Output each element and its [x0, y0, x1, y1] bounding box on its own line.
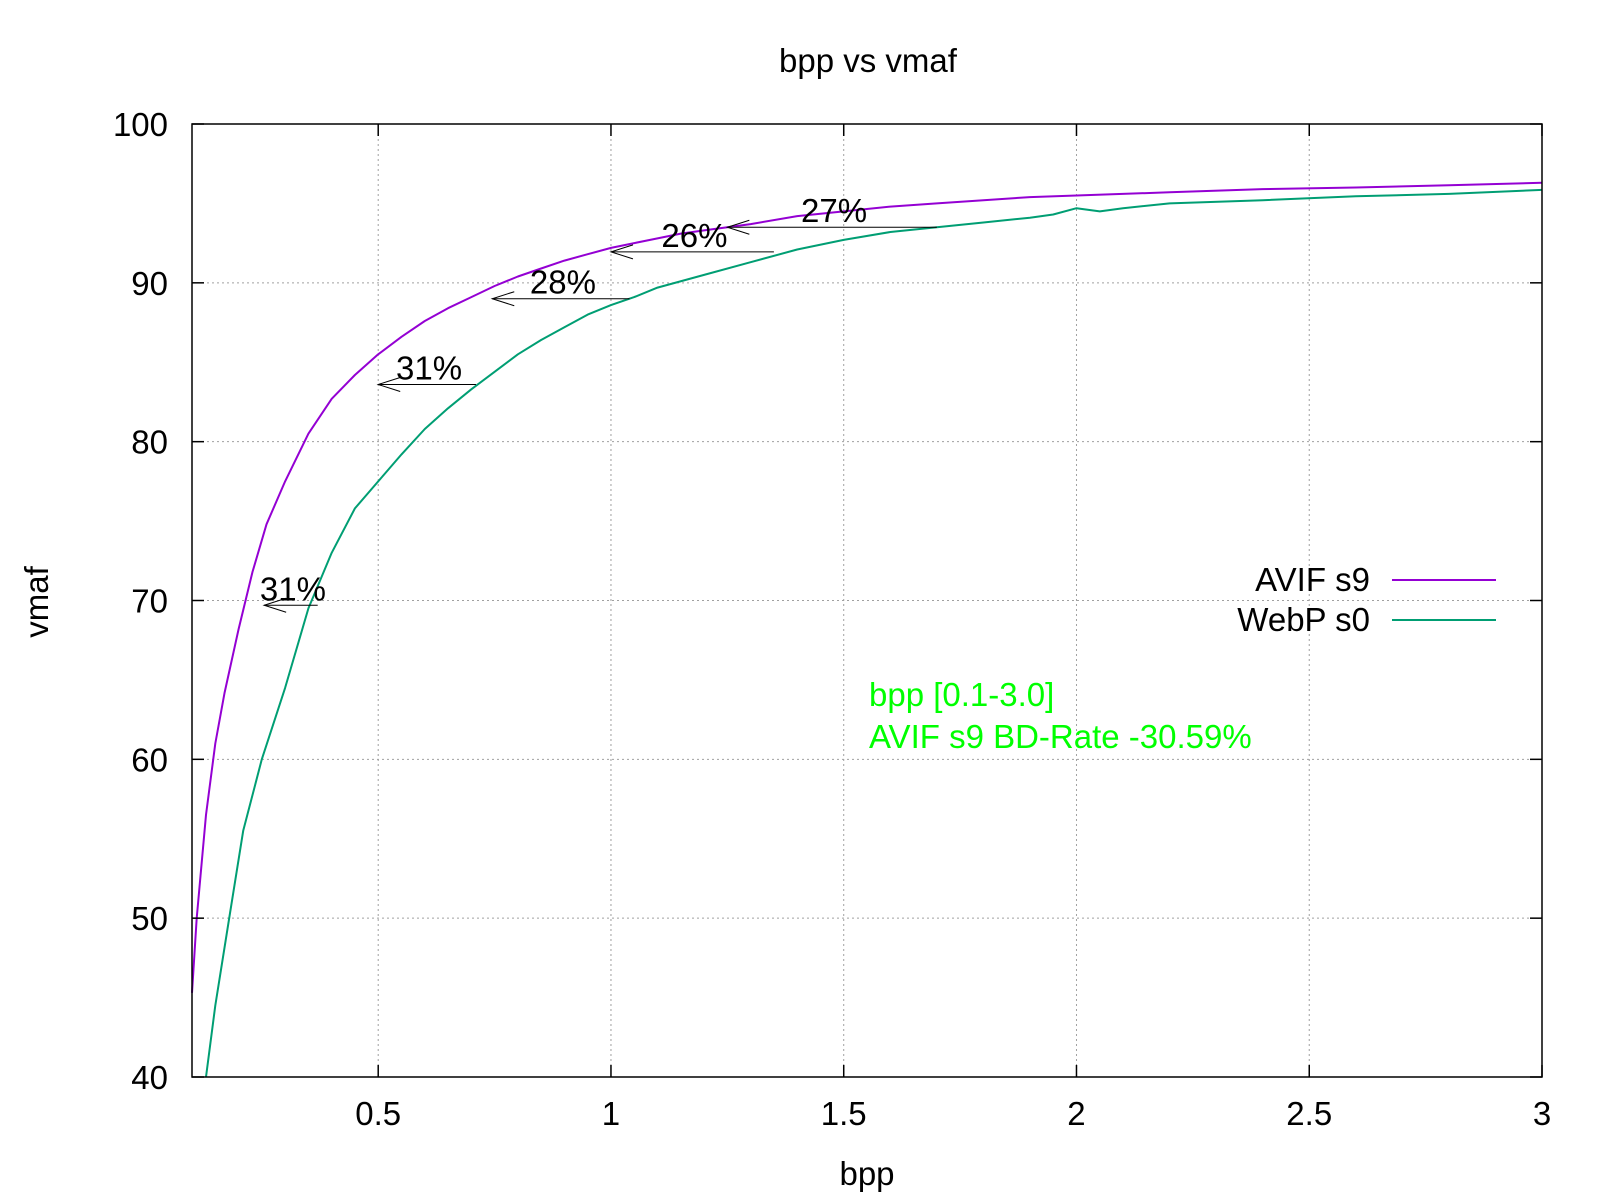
legend-label: AVIF s9: [1255, 561, 1370, 598]
x-axis-label: bpp: [839, 1155, 894, 1192]
annotation-arrowhead: [376, 377, 401, 392]
annotation-label: 28%: [530, 264, 596, 301]
y-tick-label: 80: [131, 424, 168, 461]
ticks: 0.5 1 1.5 2 2.5 3 40 50 60 70 80 90 100: [113, 106, 1551, 1132]
series-layer: [191, 181, 1543, 1078]
annotation-label: 31%: [396, 349, 462, 386]
x-tick-label: 2.5: [1286, 1095, 1332, 1132]
annotation-label: 27%: [801, 192, 867, 229]
y-tick-label: 50: [131, 900, 168, 937]
x-tick-label: 0.5: [355, 1095, 401, 1132]
annotation-arrowhead: [609, 244, 634, 260]
series-line-avif-s9: [191, 181, 1543, 993]
y-tick-label: 40: [131, 1059, 168, 1096]
info-box: bpp [0.1-3.0] AVIF s9 BD-Rate -30.59%: [869, 676, 1252, 755]
annotation-arrowhead: [725, 219, 750, 235]
y-tick-label: 60: [131, 741, 168, 778]
series-line-webp-s0: [205, 188, 1543, 1078]
legend-label: WebP s0: [1237, 601, 1370, 638]
annotation-arrowhead: [262, 597, 287, 613]
y-tick-label: 100: [113, 106, 168, 143]
y-axis-label: vmaf: [18, 565, 55, 637]
annotation-label: 26%: [661, 217, 727, 254]
y-tick-label: 70: [131, 583, 168, 620]
x-tick-label: 3: [1533, 1095, 1551, 1132]
annotations: 31% 31% 28% 26% 27%: [260, 192, 937, 613]
info-line: AVIF s9 BD-Rate -30.59%: [869, 718, 1252, 755]
y-tick-label: 90: [131, 265, 168, 302]
x-tick-label: 2: [1067, 1095, 1085, 1132]
annotation-label: 31%: [260, 570, 326, 607]
chart-title: bpp vs vmaf: [779, 42, 958, 79]
x-tick-label: 1: [602, 1095, 620, 1132]
x-tick-label: 1.5: [821, 1095, 867, 1132]
info-line: bpp [0.1-3.0]: [869, 676, 1054, 713]
annotation-arrowhead: [490, 291, 515, 307]
grid: [192, 124, 1542, 1077]
